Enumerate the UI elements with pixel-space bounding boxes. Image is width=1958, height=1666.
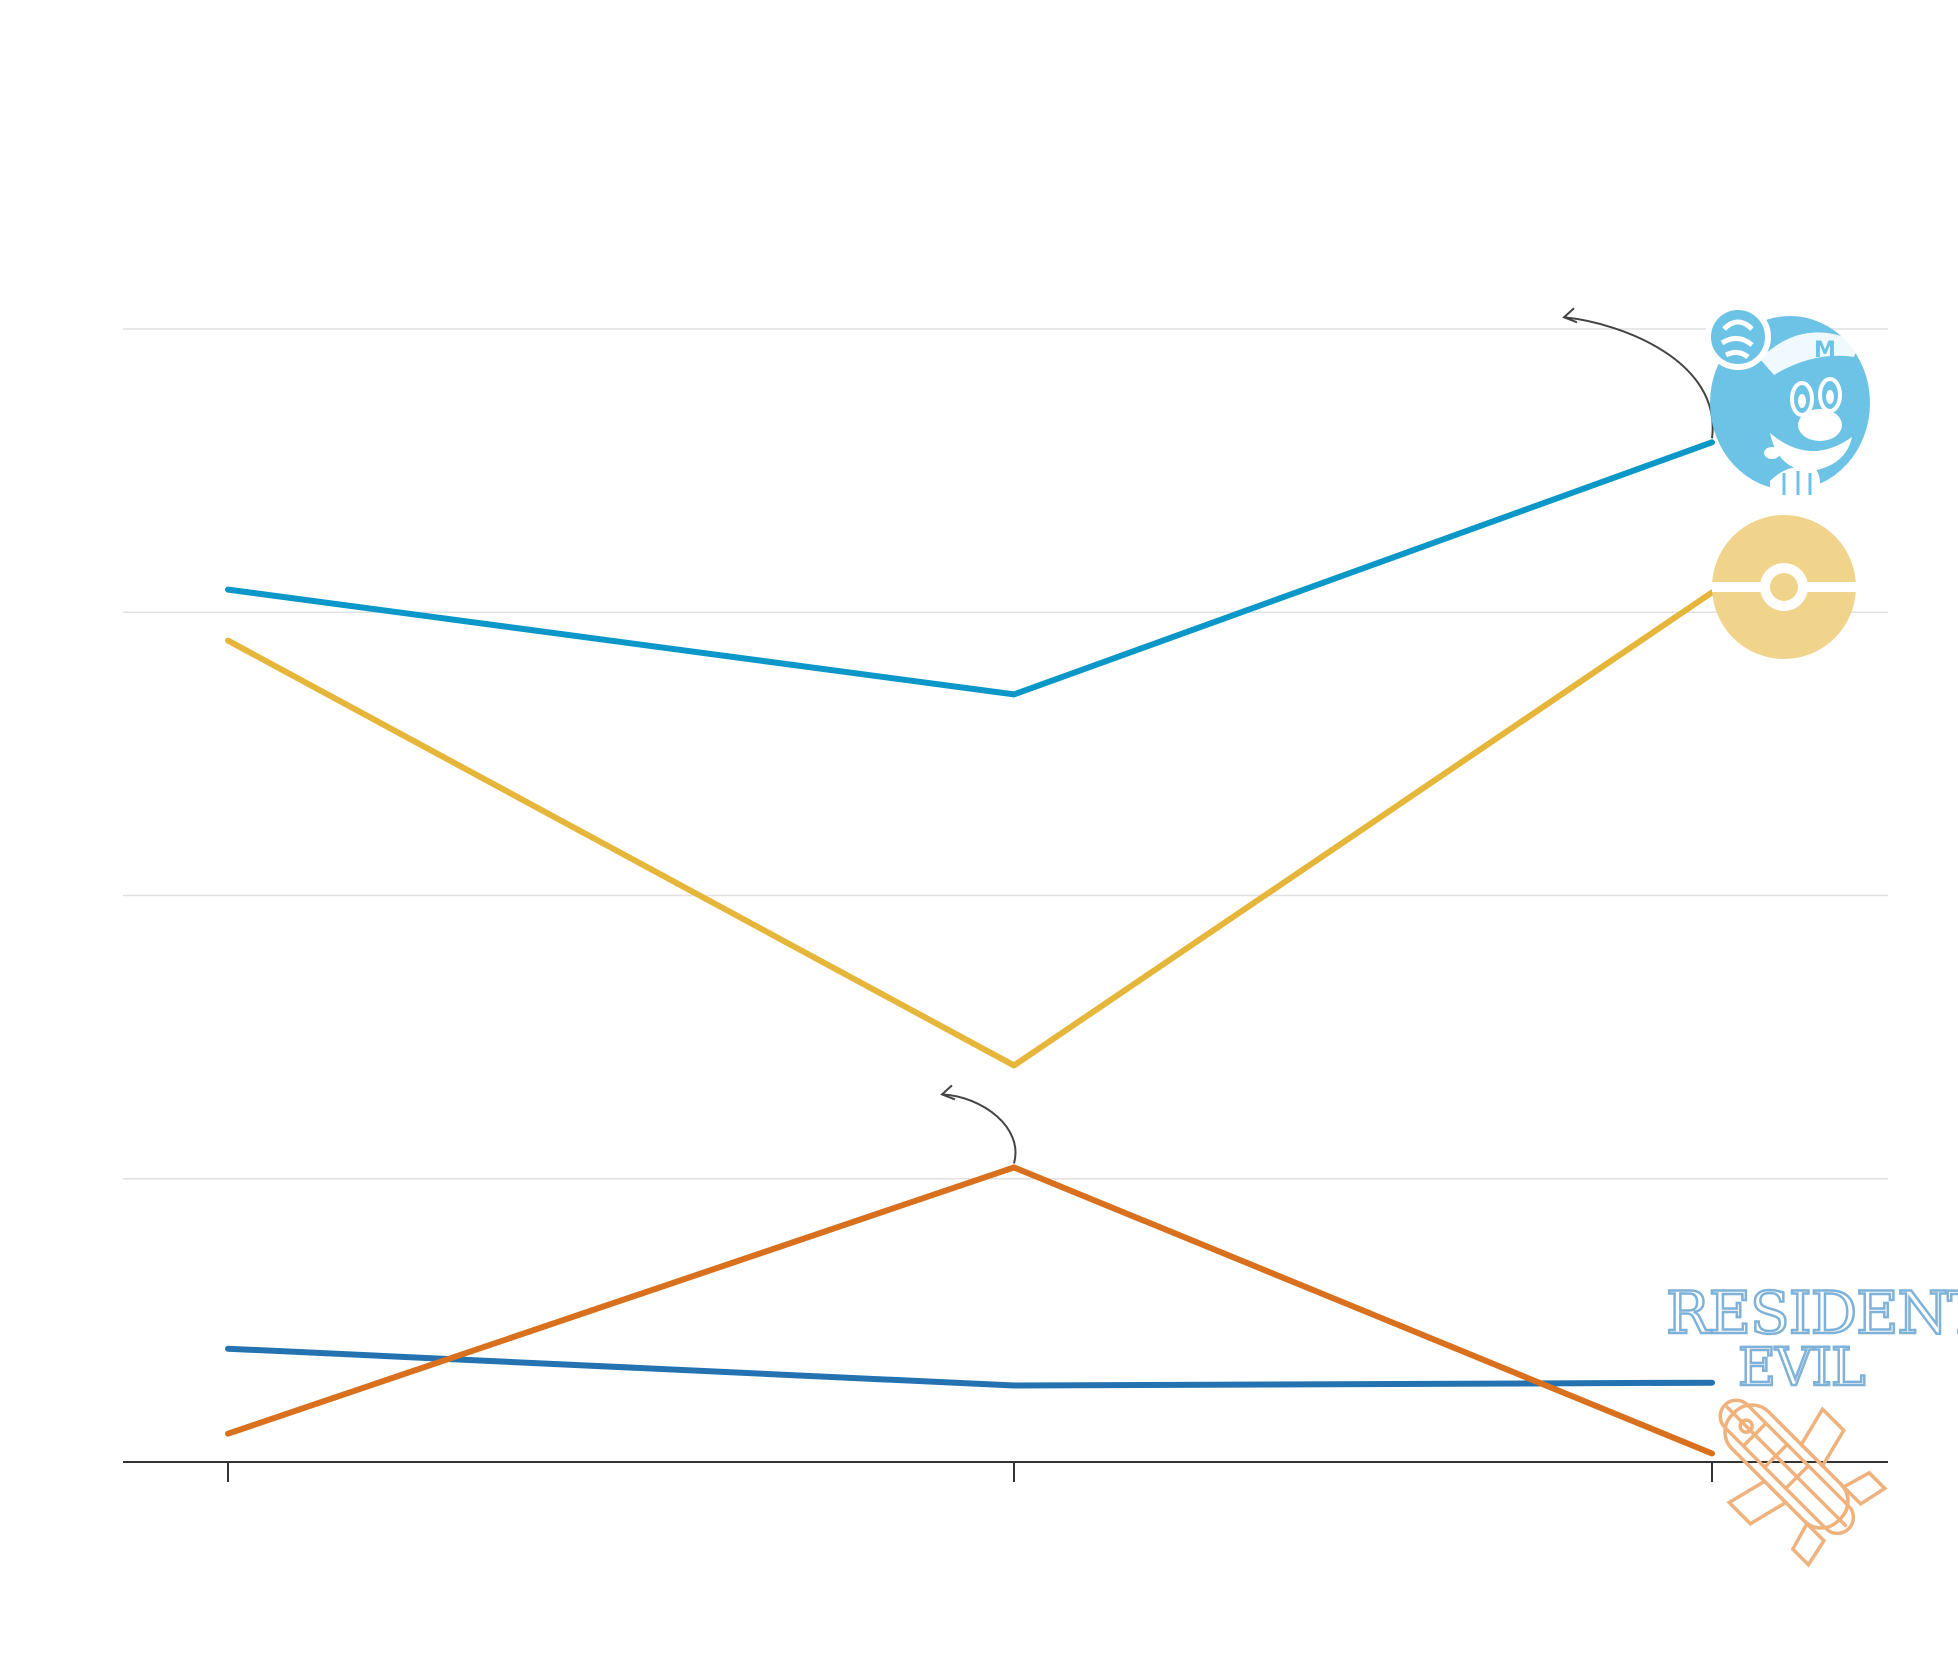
pokeball-logo-icon	[1712, 515, 1856, 659]
final-fantasy-airship-logo-icon	[1718, 1398, 1888, 1568]
series-line-0	[225, 439, 1715, 698]
x-axis	[123, 1461, 1888, 1482]
svg-text:M: M	[1814, 338, 1836, 363]
annotation-arrow	[1562, 307, 1714, 439]
annotation-arrow	[940, 1084, 1017, 1164]
svg-text:EVIL: EVIL	[1738, 1338, 1865, 1398]
series-line-3	[225, 1164, 1715, 1457]
series-line-2	[225, 1345, 1715, 1389]
mario-logo-icon: M	[1705, 304, 1870, 495]
series-lines	[225, 439, 1715, 1457]
resident-evil-logo-icon: RESIDENT EVIL	[1665, 1278, 1958, 1400]
gridlines	[123, 328, 1888, 1180]
series-line-1	[225, 589, 1715, 1069]
svg-text:RESIDENT: RESIDENT	[1666, 1279, 1958, 1347]
